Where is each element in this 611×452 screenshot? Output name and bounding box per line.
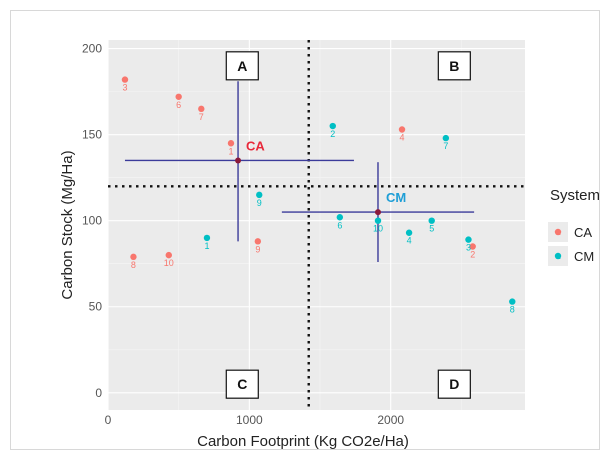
cm-point-5-label: 5 [429,224,434,234]
legend-glyph-ca: a [555,227,560,237]
cm-point-6-label: 6 [337,220,342,230]
centroid-cm-label: CM [386,190,406,205]
cm-point-2-label: 2 [330,129,335,139]
x-tick-label: 2000 [377,413,404,427]
y-axis-title: Carbon Stock (Mg/Ha) [59,150,76,299]
quadrant-b-label: B [449,58,459,74]
cm-point-4-label: 4 [407,236,412,246]
ca-point-3-label: 3 [122,83,127,93]
y-tick-label: 200 [82,42,102,56]
centroid-ca-dot [235,157,241,163]
quadrant-d-label: D [449,376,459,392]
y-tick-label: 100 [82,214,102,228]
cm-point-10-label: 10 [373,224,383,234]
cm-point-9-label: 9 [257,198,262,208]
legend-glyph-cm: a [555,251,560,261]
plot-background [108,40,525,410]
centroid-cm-dot [375,209,381,215]
x-tick-label: 1000 [236,413,263,427]
x-axis-title: Carbon Footprint (Kg CO2e/Ha) [197,433,409,450]
ca-point-6-label: 6 [176,100,181,110]
y-tick-label: 0 [95,386,102,400]
cm-point-7-label: 7 [443,141,448,151]
ca-point-9-label: 9 [255,244,260,254]
cm-point-8-label: 8 [510,305,515,315]
x-tick-label: 0 [105,413,112,427]
quadrant-a-label: A [237,58,247,74]
ca-point-1-label: 1 [228,146,233,156]
cm-point-3-label: 3 [466,243,471,253]
ca-point-4-label: 4 [400,132,405,142]
ca-point-8-label: 8 [131,260,136,270]
legend-label-ca: CA [574,225,592,240]
ca-point-7-label: 7 [199,112,204,122]
plot-panel [108,40,525,410]
y-tick-label: 150 [82,128,102,142]
legend-title: System [550,187,600,204]
legend-label-cm: CM [574,249,594,264]
centroid-ca-label: CA [246,138,265,153]
ca-point-10-label: 10 [164,258,174,268]
legend: System a CA a CM [548,187,600,266]
y-tick-label: 50 [89,300,103,314]
quadrant-c-label: C [237,376,247,392]
cm-point-1-label: 1 [204,241,209,251]
